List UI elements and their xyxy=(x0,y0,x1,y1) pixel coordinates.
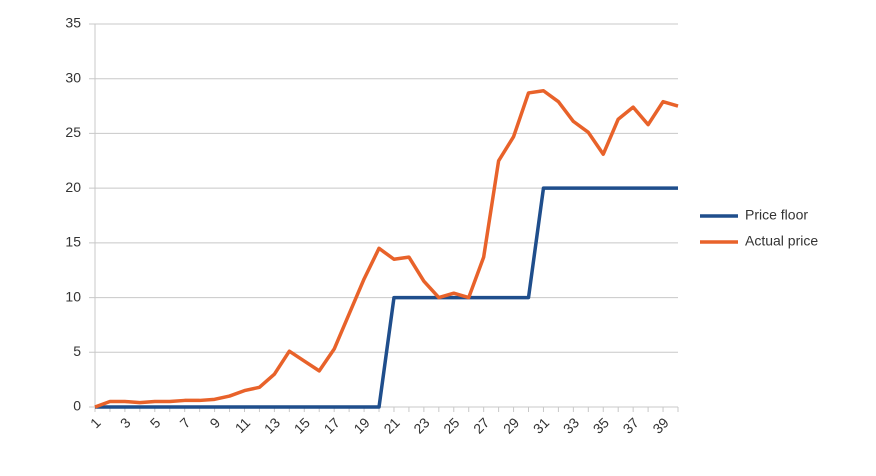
y-tick-label: 10 xyxy=(65,288,81,304)
legend-label: Price floor xyxy=(745,207,808,223)
y-tick-label: 0 xyxy=(73,398,81,414)
x-tick-label: 31 xyxy=(530,414,552,436)
x-tick-label: 9 xyxy=(207,414,224,431)
x-tick-label: 3 xyxy=(117,414,134,431)
x-tick-label: 35 xyxy=(590,414,612,436)
y-tick-label: 25 xyxy=(65,124,81,140)
x-tick-label: 11 xyxy=(232,414,254,436)
x-tick-label: 19 xyxy=(350,414,372,436)
x-tick-label: 39 xyxy=(649,414,671,436)
x-tick-label: 21 xyxy=(380,414,402,436)
series-line xyxy=(95,186,678,409)
legend-label: Actual price xyxy=(745,233,818,249)
x-tick-label: 13 xyxy=(261,414,283,436)
y-tick-label: 30 xyxy=(65,69,81,85)
x-tick-label: 15 xyxy=(291,414,313,436)
y-tick-label: 15 xyxy=(65,234,81,250)
x-tick-label: 29 xyxy=(500,414,522,436)
x-tick-label: 1 xyxy=(87,414,104,431)
x-tick-label: 37 xyxy=(620,414,642,436)
y-tick-label: 20 xyxy=(65,179,81,195)
x-tick-label: 17 xyxy=(321,414,343,436)
x-tick-label: 25 xyxy=(440,414,462,436)
x-tick-label: 5 xyxy=(147,414,164,431)
x-tick-label: 33 xyxy=(560,414,582,436)
x-tick-label: 23 xyxy=(410,414,432,436)
x-tick-label: 7 xyxy=(177,414,194,431)
x-tick-label: 27 xyxy=(470,414,492,436)
y-tick-label: 5 xyxy=(73,343,81,359)
y-tick-label: 35 xyxy=(65,15,81,31)
series-line xyxy=(94,89,679,409)
